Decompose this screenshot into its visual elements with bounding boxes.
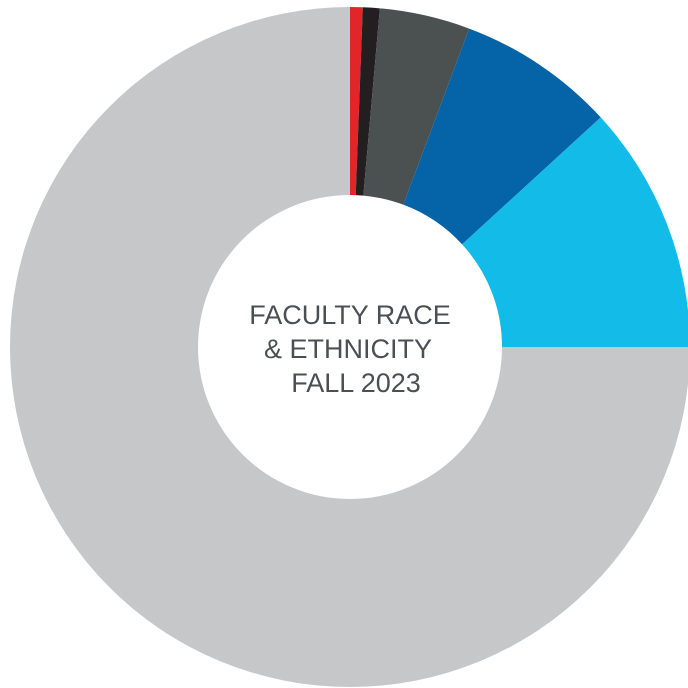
slice <box>350 7 363 196</box>
center-title: FACULTY RACE & ETHNICITY FALL 2023 <box>249 300 451 398</box>
slices <box>10 7 688 687</box>
slice <box>10 7 688 687</box>
title-line: FALL 2023 <box>291 368 421 398</box>
slice <box>363 8 470 205</box>
slice <box>462 117 688 347</box>
slice <box>355 7 380 196</box>
title-line: & ETHNICITY <box>264 334 432 364</box>
slice <box>403 28 601 245</box>
title-line: FACULTY RACE <box>249 300 451 330</box>
